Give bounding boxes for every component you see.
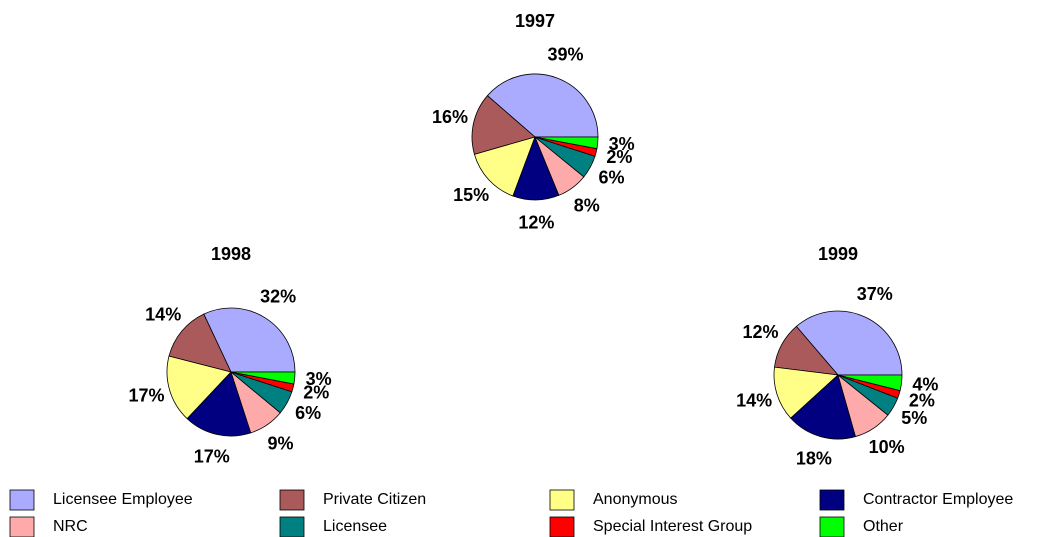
value-label: 18%: [796, 448, 832, 468]
value-label: 3%: [306, 369, 332, 389]
pie-slice: [473, 136, 536, 197]
value-label: 2%: [909, 390, 935, 410]
value-label: 4%: [912, 375, 938, 395]
value-label: 37%: [857, 284, 893, 304]
legend-label: Licensee Employee: [53, 491, 193, 508]
pie-slice: [790, 374, 857, 440]
pie-slice: [166, 355, 232, 420]
legend-swatch: [549, 516, 575, 537]
legend-label: Anonymous: [593, 491, 678, 508]
value-label: 8%: [574, 196, 600, 216]
value-label: 2%: [606, 147, 632, 167]
legend-swatch: [9, 516, 35, 537]
value-label: 12%: [518, 213, 554, 233]
value-label: 17%: [194, 447, 230, 467]
legend-swatch: [9, 489, 35, 511]
chart-title: 1998: [211, 244, 251, 264]
legend-swatch: [279, 516, 305, 537]
legend-swatch: [819, 516, 845, 537]
value-label: 9%: [267, 434, 293, 454]
value-label: 3%: [609, 134, 635, 154]
pie-slice: [795, 310, 903, 376]
value-label: 5%: [901, 408, 927, 428]
value-label: 2%: [303, 383, 329, 403]
legend-label: Contractor Employee: [863, 491, 1013, 508]
value-label: 14%: [145, 305, 181, 325]
pie-slice: [837, 374, 903, 392]
legend-swatch: [819, 489, 845, 511]
value-label: 6%: [295, 403, 321, 423]
value-label: 14%: [736, 390, 772, 410]
pie-slice: [230, 371, 296, 385]
pie-slice: [168, 313, 232, 373]
value-label: 10%: [869, 437, 905, 457]
value-label: 6%: [598, 167, 624, 187]
legend-label: NRC: [53, 518, 88, 535]
value-label: 16%: [432, 107, 468, 127]
pie-slice: [773, 366, 839, 419]
legend-label: Private Citizen: [323, 491, 426, 508]
legend-label: Special Interest Group: [593, 518, 752, 535]
legend-label: Licensee: [323, 518, 387, 535]
pie-slice: [186, 371, 252, 437]
value-label: 12%: [742, 322, 778, 342]
legend-swatch: [279, 489, 305, 511]
value-label: 39%: [547, 44, 583, 64]
value-label: 17%: [128, 385, 164, 405]
pie-slice: [203, 307, 296, 373]
value-label: 32%: [260, 286, 296, 306]
pie-slice: [534, 136, 599, 150]
chart-title: 1997: [515, 11, 555, 31]
legend-swatch: [549, 489, 575, 511]
chart-title: 1999: [818, 244, 858, 264]
value-label: 15%: [453, 185, 489, 205]
pie-slice: [486, 73, 599, 138]
pie-slice: [471, 95, 536, 155]
legend-label: Other: [863, 518, 904, 535]
